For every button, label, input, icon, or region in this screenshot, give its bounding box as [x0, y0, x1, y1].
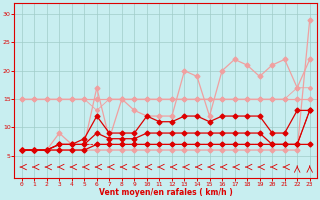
X-axis label: Vent moyen/en rafales ( km/h ): Vent moyen/en rafales ( km/h ) — [99, 188, 233, 197]
